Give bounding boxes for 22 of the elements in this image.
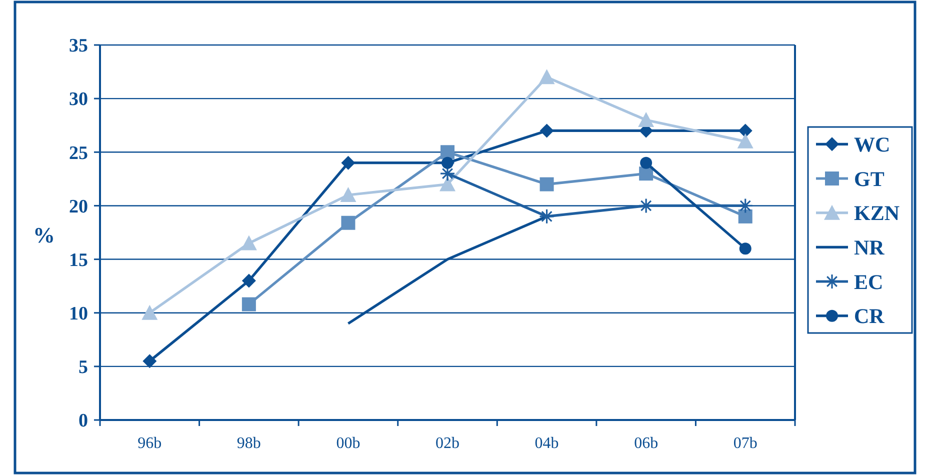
y-tick-label: 10 (69, 304, 88, 325)
x-tick-label: 07b (733, 435, 758, 452)
legend-label: NR (854, 236, 886, 260)
legend-label: KZN (854, 201, 900, 226)
y-tick-label: 30 (69, 89, 88, 110)
y-axis-title: % (33, 222, 55, 248)
y-tick-label: 20 (69, 196, 88, 218)
x-tick-label: 00b (336, 435, 360, 452)
y-tick-label: 35 (69, 36, 88, 57)
x-tick-label: 06b (634, 435, 658, 452)
legend-label: GT (854, 166, 884, 191)
legend-label: EC (854, 270, 884, 294)
x-tick-label: 02b (436, 435, 460, 452)
y-tick-label: 0 (78, 410, 88, 432)
x-tick-label: 98b (236, 435, 261, 452)
y-tick-label: 25 (69, 142, 88, 164)
y-tick-label: 5 (78, 357, 88, 378)
x-tick-label: 96b (138, 435, 162, 452)
legend-label: CR (854, 304, 886, 328)
x-tick-label: 04b (534, 435, 559, 452)
legend-label: WC (854, 132, 890, 157)
y-tick-label: 15 (69, 250, 88, 271)
